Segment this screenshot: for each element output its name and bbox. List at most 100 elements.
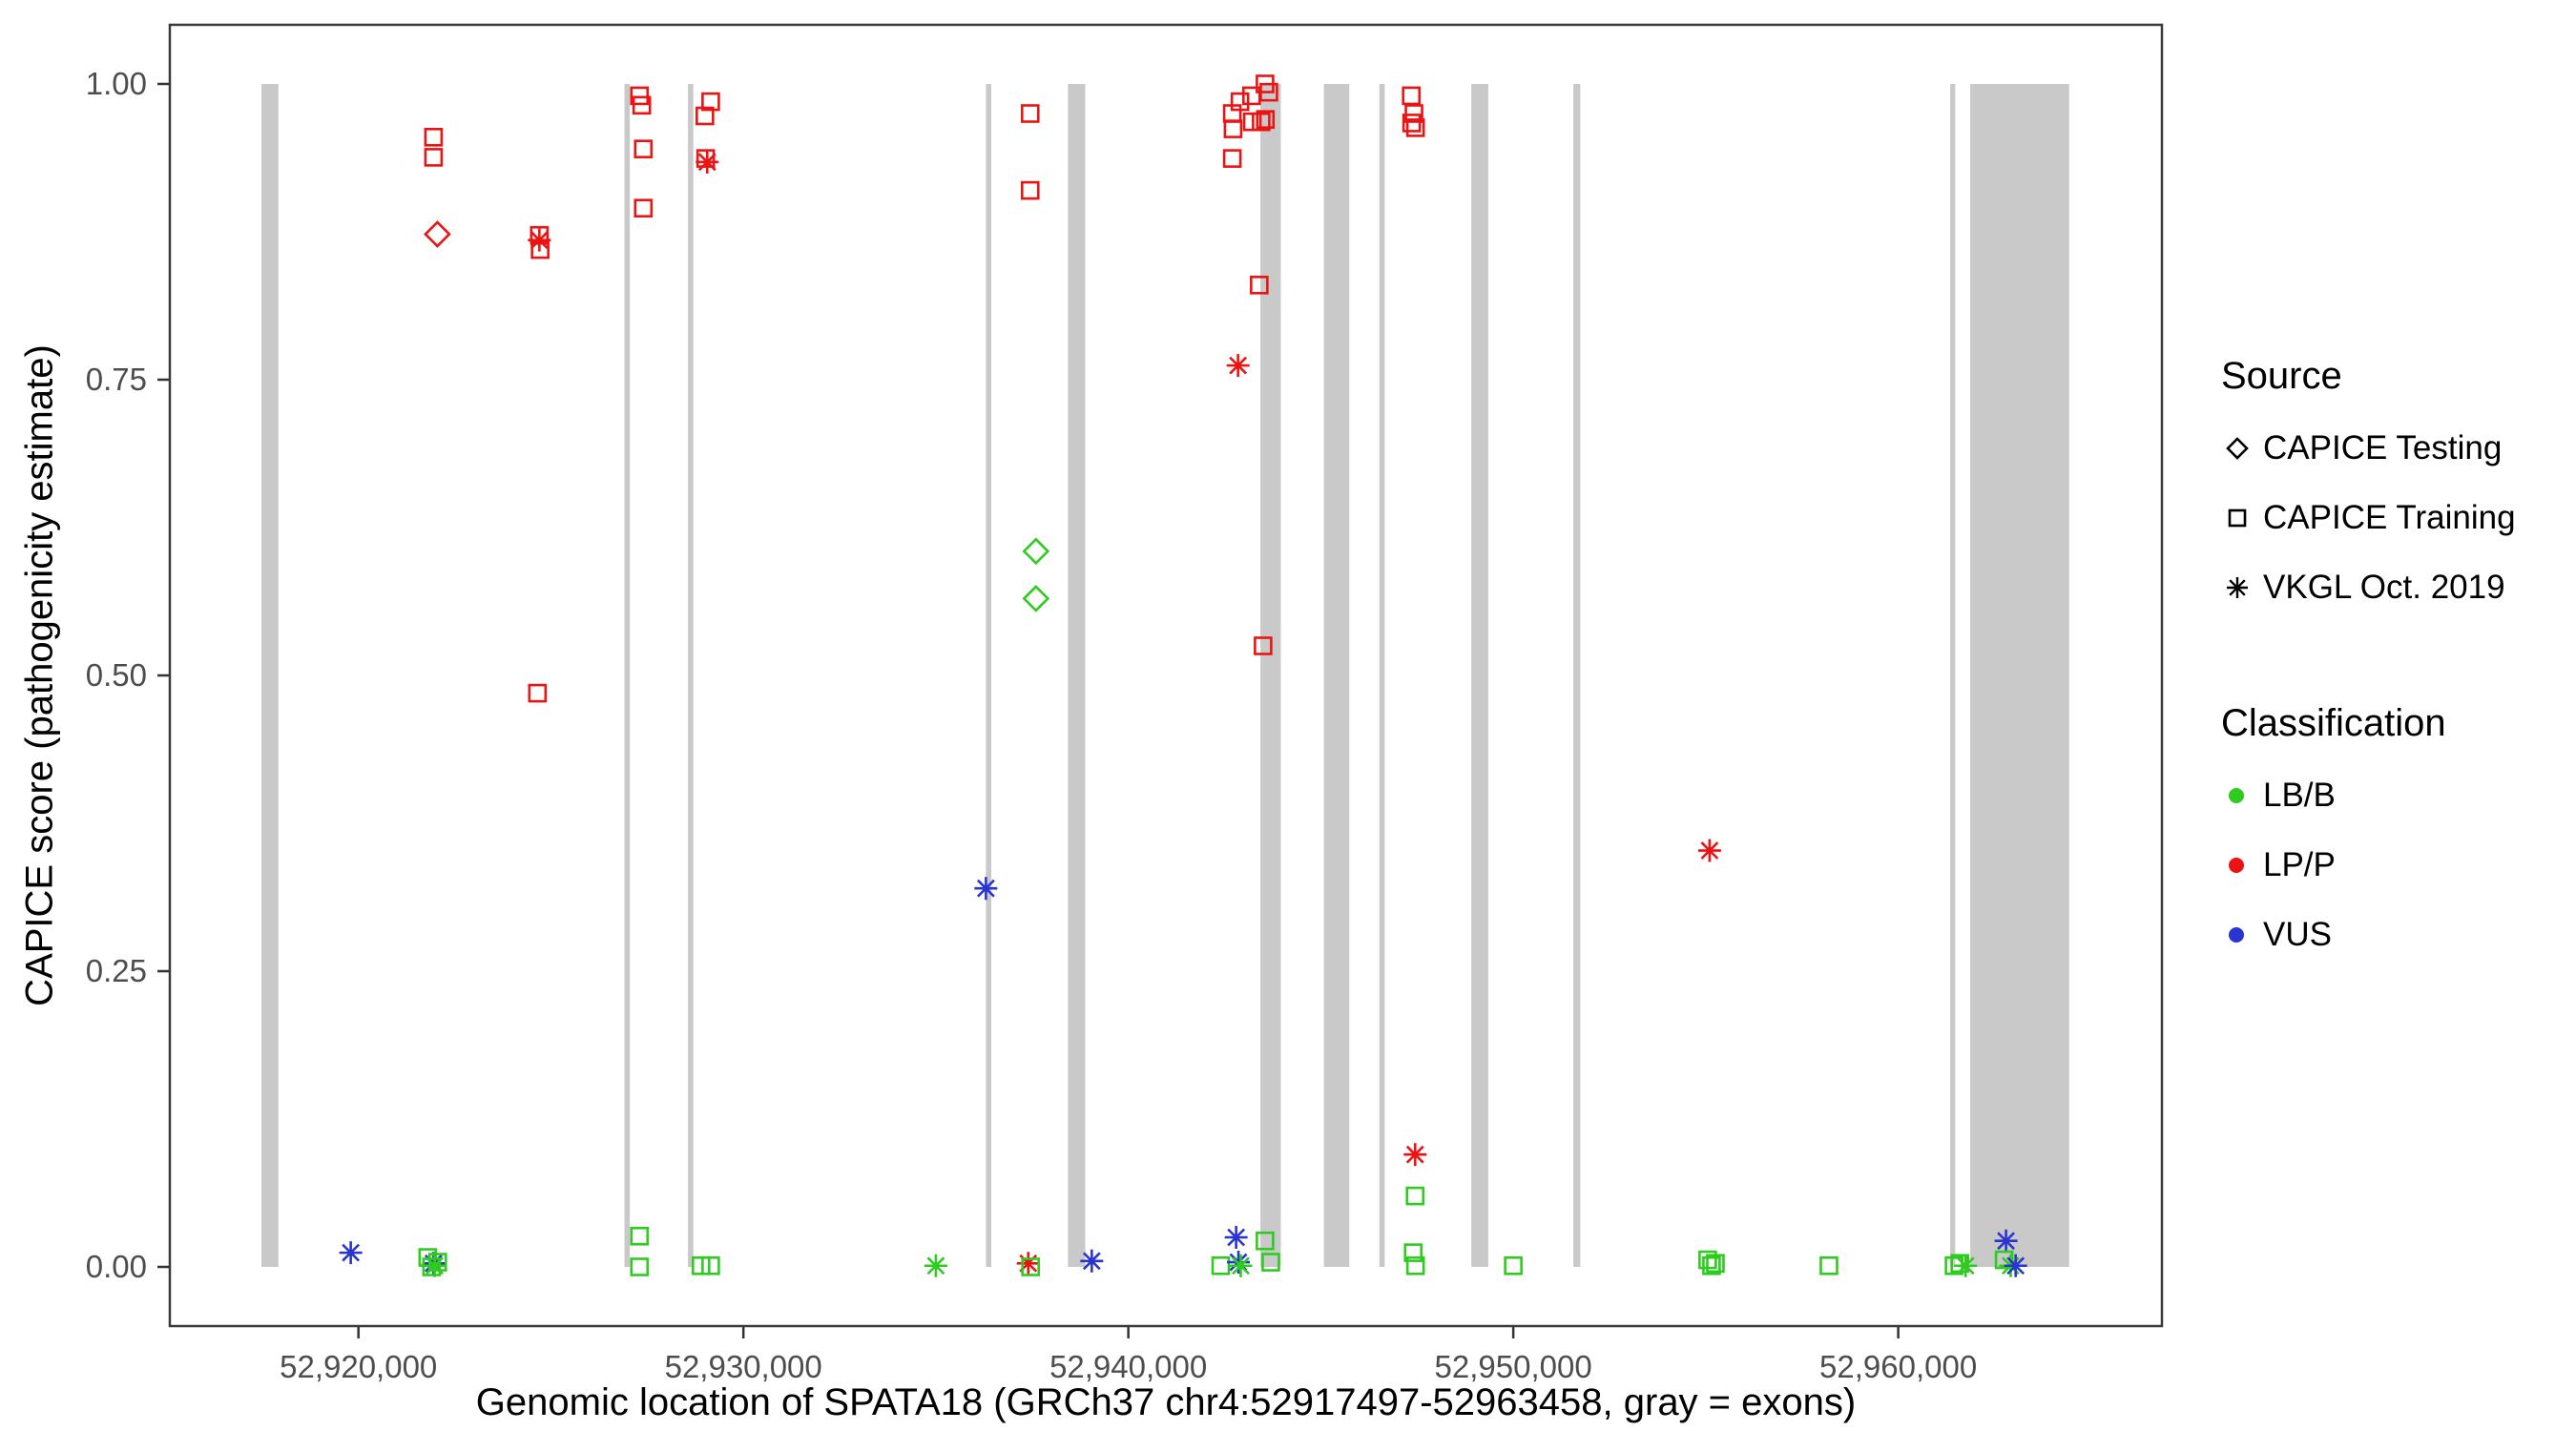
point-asterisk xyxy=(696,150,719,174)
y-tick-label: 0.75 xyxy=(86,362,147,397)
point-square xyxy=(1222,149,1242,168)
legend-label: LP/P xyxy=(2263,845,2336,883)
point-square xyxy=(1211,1255,1231,1275)
point-square xyxy=(528,683,548,703)
legend-title-source: Source xyxy=(2221,355,2342,397)
point-square xyxy=(1223,119,1243,138)
point-square xyxy=(1405,1255,1425,1275)
point-square xyxy=(630,1257,650,1276)
point-square xyxy=(424,148,444,167)
point-square xyxy=(1994,1250,2014,1270)
exon-band xyxy=(1471,84,1488,1267)
legend-item-vus: VUS xyxy=(2221,900,2516,969)
point-square xyxy=(634,198,654,218)
exon-band xyxy=(1573,84,1581,1267)
point-square xyxy=(422,1257,442,1276)
legend-group-classification: Classification LB/B LP/P VUS xyxy=(2221,702,2516,969)
x-tick-label: 52,930,000 xyxy=(665,1349,822,1384)
x-tick-label: 52,960,000 xyxy=(1819,1349,1977,1384)
point-square xyxy=(1020,104,1040,123)
point-asterisk xyxy=(1080,1249,1104,1273)
legend-item-lbb: LB/B xyxy=(2221,760,2516,830)
legend-title-classification: Classification xyxy=(2221,702,2446,744)
point-asterisk xyxy=(1229,1254,1253,1277)
x-tick-label: 52,940,000 xyxy=(1049,1349,1207,1384)
exon-band xyxy=(1970,84,2069,1267)
point-asterisk xyxy=(1224,1226,1248,1249)
point-square xyxy=(630,86,650,106)
point-square xyxy=(1402,86,1422,106)
point-square xyxy=(701,92,720,112)
point-square xyxy=(634,139,654,158)
y-tick-label: 1.00 xyxy=(86,66,147,101)
point-square xyxy=(632,95,652,115)
point-square xyxy=(1404,104,1423,123)
point-square xyxy=(1504,1255,1523,1275)
point-square xyxy=(424,128,444,147)
point-square xyxy=(696,106,715,126)
point-asterisk xyxy=(2004,1254,2027,1277)
red-dot-icon xyxy=(2221,848,2263,882)
y-tick-label: 0.00 xyxy=(86,1249,147,1284)
point-square xyxy=(1405,1186,1425,1206)
point-asterisk xyxy=(974,877,998,901)
square-icon xyxy=(2221,501,2263,535)
x-tick-label: 52,920,000 xyxy=(280,1349,437,1384)
point-square xyxy=(696,149,716,168)
point-square xyxy=(1402,114,1422,133)
point-square xyxy=(1256,110,1276,129)
point-square xyxy=(1252,112,1271,132)
y-axis-title: CAPICE score (pathogenicity estimate) xyxy=(18,344,61,1006)
exon-band xyxy=(1068,84,1086,1267)
point-diamond xyxy=(1022,537,1050,566)
legend-label: VUS xyxy=(2263,915,2332,953)
exon-band xyxy=(1323,84,1350,1267)
asterisk-icon xyxy=(2221,570,2263,605)
legend-label: CAPICE Training xyxy=(2263,498,2516,536)
legend: Source CAPICE Testing CAPICE Training VK… xyxy=(2221,355,2516,969)
x-axis-title: Genomic location of SPATA18 (GRCh37 chr4… xyxy=(475,1381,1857,1423)
legend-label: VKGL Oct. 2019 xyxy=(2263,568,2505,606)
panel-border xyxy=(168,23,2164,1328)
point-square xyxy=(630,1226,650,1246)
point-square xyxy=(1021,1257,1040,1276)
y-tick-label: 0.25 xyxy=(86,953,147,988)
point-square xyxy=(1259,82,1278,102)
point-square xyxy=(691,1255,711,1275)
exon-band xyxy=(986,84,992,1267)
legend-label: LB/B xyxy=(2263,776,2336,814)
point-asterisk xyxy=(1403,1143,1427,1167)
point-square xyxy=(701,1255,720,1275)
point-asterisk xyxy=(1016,1252,1040,1275)
legend-item-lpp: LP/P xyxy=(2221,830,2516,900)
point-square xyxy=(1405,118,1425,137)
exon-band xyxy=(261,84,279,1267)
point-asterisk xyxy=(1954,1254,1978,1277)
exon-band xyxy=(688,84,694,1267)
point-diamond xyxy=(1022,585,1050,612)
green-dot-icon xyxy=(2221,778,2263,813)
diamond-icon xyxy=(2221,431,2263,466)
point-square xyxy=(1250,275,1269,295)
point-asterisk xyxy=(924,1254,947,1277)
point-asterisk xyxy=(528,228,551,252)
point-square xyxy=(530,239,550,259)
point-square xyxy=(1261,1253,1280,1272)
point-square xyxy=(1403,1243,1423,1262)
legend-group-source: Source CAPICE Testing CAPICE Training VK… xyxy=(2221,355,2516,622)
exon-band xyxy=(1950,84,1956,1267)
legend-item-vkgl: VKGL Oct. 2019 xyxy=(2221,552,2516,622)
point-square xyxy=(428,1253,447,1272)
point-asterisk xyxy=(339,1241,363,1265)
point-square xyxy=(1020,180,1040,200)
point-square xyxy=(1819,1255,1839,1275)
point-diamond xyxy=(424,220,451,248)
point-square xyxy=(1230,92,1250,112)
exon-band xyxy=(624,84,631,1267)
legend-label: CAPICE Testing xyxy=(2263,428,2503,467)
legend-item-capice-testing: CAPICE Testing xyxy=(2221,413,2516,483)
exon-band xyxy=(1260,84,1281,1267)
point-square xyxy=(1256,1231,1275,1251)
